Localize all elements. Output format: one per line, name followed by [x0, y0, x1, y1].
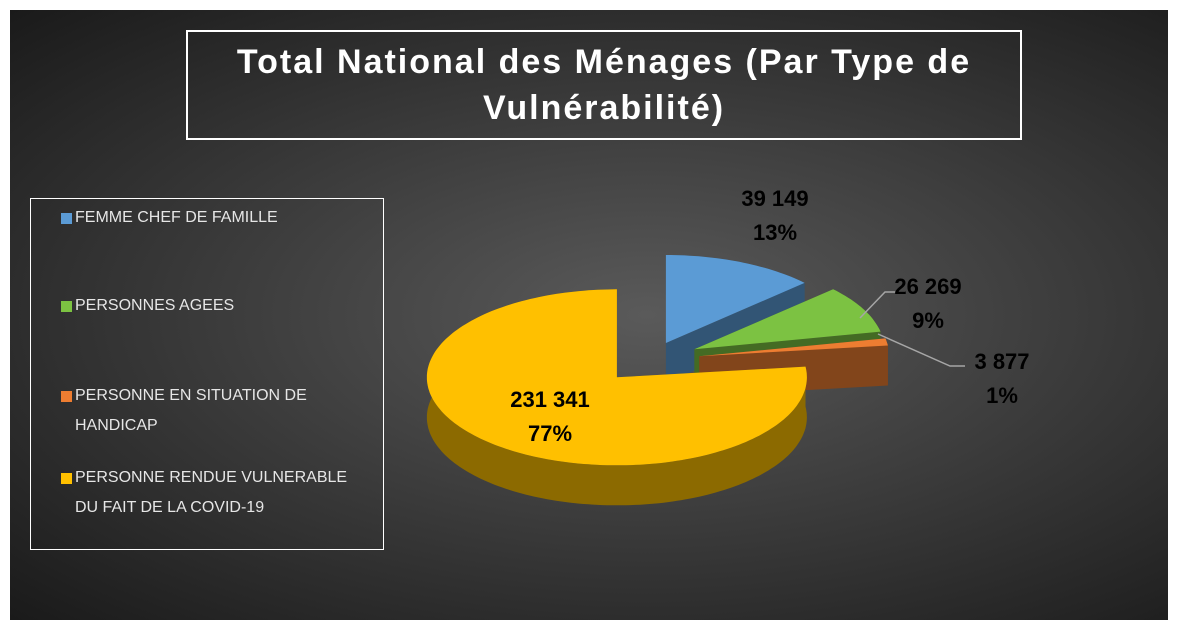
legend-label: PERSONNES AGEES	[75, 297, 235, 314]
data-label-percent: 9%	[912, 308, 944, 333]
leader-line	[877, 333, 965, 367]
slice	[699, 338, 888, 357]
slice	[426, 289, 807, 466]
legend-label: PERSONNE RENDUE VULNERABLE DU FAIT DE LA…	[75, 469, 348, 516]
legend-swatch	[61, 473, 72, 484]
data-label-percent: 13%	[753, 220, 797, 245]
leader-line	[859, 291, 905, 319]
legend-swatch	[61, 301, 72, 312]
data-label-percent: 77%	[528, 421, 572, 446]
slice	[426, 289, 807, 506]
slice	[665, 255, 805, 343]
data-label: 231 341	[510, 387, 590, 412]
legend-swatch	[61, 391, 72, 402]
data-label-percent: 1%	[986, 383, 1018, 408]
legend-swatch	[61, 213, 72, 224]
title-box: Total National des Ménages (Par Type de …	[186, 30, 1022, 140]
legend: FEMME CHEF DE FAMILLE PERSONNES AGEES PERS…	[30, 198, 384, 550]
data-label: 39 149	[741, 186, 808, 211]
data-label: 3 877	[974, 349, 1029, 374]
legend-label: PERSONNE EN SITUATION DE HANDICAP	[75, 387, 307, 434]
legend-item: FEMME CHEF DE FAMILLE	[61, 203, 361, 233]
chart-title: Total National des Ménages (Par Type de …	[236, 43, 972, 127]
legend-label: FEMME CHEF DE FAMILLE	[75, 209, 278, 226]
legend-item: PERSONNE EN SITUATION DE HANDICAP	[61, 381, 361, 441]
legend-item: PERSONNES AGEES	[61, 291, 361, 321]
slice	[694, 289, 881, 350]
legend-item: PERSONNE RENDUE VULNERABLE DU FAIT DE LA…	[61, 463, 361, 523]
data-label: 26 269	[894, 274, 961, 299]
